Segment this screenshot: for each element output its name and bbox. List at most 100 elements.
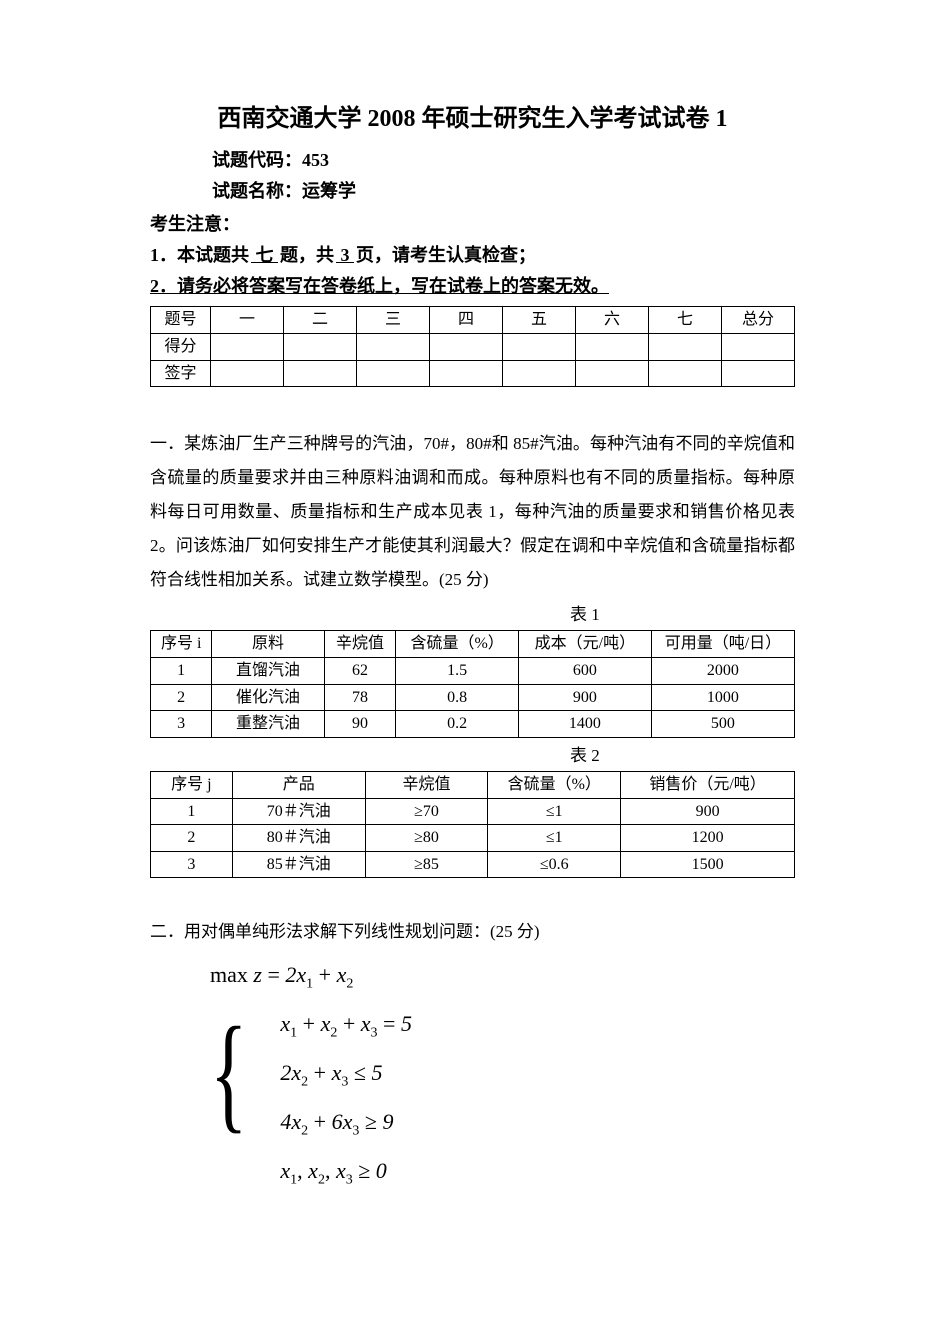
table1-header: 原料: [212, 631, 324, 658]
score-col: 一: [211, 307, 284, 334]
score-cell: [576, 360, 649, 387]
table1-cell: 1000: [651, 684, 794, 711]
score-row-header: 题号: [151, 307, 211, 334]
table1-cell: 直馏汽油: [212, 657, 324, 684]
table2-cell: ≤1: [488, 825, 621, 852]
constraint-3: 4x2 + 6x3 ≥ 9: [280, 1104, 412, 1143]
table2-header: 含硫量（%）: [488, 771, 621, 798]
score-cell: [357, 360, 430, 387]
table2-header: 销售价（元/吨）: [621, 771, 795, 798]
notice1-prefix: 1．本试题共: [150, 245, 249, 265]
table2-cell: ≥80: [365, 825, 488, 852]
math-block: max z = 2x1 + x2 { x1 + x2 + x3 = 5 2x2 …: [150, 957, 795, 1201]
table2-cell: 80＃汽油: [232, 825, 365, 852]
table2-header: 产品: [232, 771, 365, 798]
constraint-4: x1, x2, x3 ≥ 0: [280, 1153, 412, 1192]
score-cell: [649, 333, 722, 360]
score-col: 二: [284, 307, 357, 334]
score-row-header: 得分: [151, 333, 211, 360]
notice1-pages-count: 3: [334, 245, 356, 265]
table1-header: 可用量（吨/日）: [651, 631, 794, 658]
table2-cell: ≥85: [365, 851, 488, 878]
notice2-bold: 答卷纸: [321, 276, 375, 296]
score-table: 题号 一 二 三 四 五 六 七 总分 得分 签字: [150, 306, 795, 387]
score-cell: [503, 360, 576, 387]
table1: 序号 i 原料 辛烷值 含硫量（%） 成本（元/吨） 可用量（吨/日） 1 直馏…: [150, 630, 795, 737]
table2-cell: 1500: [621, 851, 795, 878]
notice1-questions-count: 七: [249, 245, 280, 265]
table-row: 序号 j 产品 辛烷值 含硫量（%） 销售价（元/吨）: [151, 771, 795, 798]
table2-header: 辛烷值: [365, 771, 488, 798]
table2-cell: 70＃汽油: [232, 798, 365, 825]
table2-cell: ≥70: [365, 798, 488, 825]
score-cell: [503, 333, 576, 360]
score-col: 五: [503, 307, 576, 334]
table1-cell: 重整汽油: [212, 711, 324, 738]
table2-cell: 85＃汽油: [232, 851, 365, 878]
score-col: 总分: [722, 307, 795, 334]
table1-cell: 62: [324, 657, 396, 684]
score-cell: [722, 333, 795, 360]
table1-cell: 90: [324, 711, 396, 738]
question-2-text: 二．用对偶单纯形法求解下列线性规划问题：(25 分): [150, 918, 795, 945]
score-table-sign-row: 签字: [151, 360, 795, 387]
notice1-suffix: 页，请考生认真检查；: [356, 245, 536, 265]
table2: 序号 j 产品 辛烷值 含硫量（%） 销售价（元/吨） 1 70＃汽油 ≥70 …: [150, 771, 795, 878]
table2-header: 序号 j: [151, 771, 233, 798]
table2-cell: 900: [621, 798, 795, 825]
table1-cell: 0.8: [396, 684, 519, 711]
table1-header: 辛烷值: [324, 631, 396, 658]
table-row: 1 直馏汽油 62 1.5 600 2000: [151, 657, 795, 684]
question-1-text: 一．某炼油厂生产三种牌号的汽油，70#，80#和 85#汽油。每种汽油有不同的辛…: [150, 427, 795, 597]
score-row-header: 签字: [151, 360, 211, 387]
constraint-1: x1 + x2 + x3 = 5: [280, 1006, 412, 1045]
table1-cell: 1400: [518, 711, 651, 738]
table2-cell: 1200: [621, 825, 795, 852]
table-row: 3 85＃汽油 ≥85 ≤0.6 1500: [151, 851, 795, 878]
score-cell: [576, 333, 649, 360]
table2-cell: 3: [151, 851, 233, 878]
score-col: 三: [357, 307, 430, 334]
table1-cell: 2: [151, 684, 212, 711]
table1-cell: 1: [151, 657, 212, 684]
score-cell: [430, 360, 503, 387]
table2-cell: ≤1: [488, 798, 621, 825]
objective-function: max z = 2x1 + x2: [210, 957, 795, 996]
table2-cell: 2: [151, 825, 233, 852]
score-col: 四: [430, 307, 503, 334]
constraint-2: 2x2 + x3 ≤ 5: [280, 1055, 412, 1094]
exam-name-line: 试题名称：运筹学: [150, 177, 795, 206]
table-row: 序号 i 原料 辛烷值 含硫量（%） 成本（元/吨） 可用量（吨/日）: [151, 631, 795, 658]
score-cell: [211, 360, 284, 387]
table1-header: 序号 i: [151, 631, 212, 658]
constraint-block: { x1 + x2 + x3 = 5 2x2 + x3 ≤ 5 4x2 + 6x…: [210, 1006, 795, 1201]
score-cell: [722, 360, 795, 387]
table-row: 3 重整汽油 90 0.2 1400 500: [151, 711, 795, 738]
table1-header: 成本（元/吨）: [518, 631, 651, 658]
table-row: 2 80＃汽油 ≥80 ≤1 1200: [151, 825, 795, 852]
brace-icon: {: [210, 1006, 247, 1201]
score-table-score-row: 得分: [151, 333, 795, 360]
score-col: 七: [649, 307, 722, 334]
notice2-suffix: 上，写在试卷上的答案无效。: [375, 276, 609, 296]
score-cell: [211, 333, 284, 360]
notice1-mid: 题，共: [280, 245, 334, 265]
notice-label: 考生注意：: [150, 210, 795, 239]
notice2-prefix: 2．请务必将答案写在: [150, 276, 321, 296]
score-table-header-row: 题号 一 二 三 四 五 六 七 总分: [151, 307, 795, 334]
score-cell: [284, 360, 357, 387]
score-col: 六: [576, 307, 649, 334]
score-cell: [284, 333, 357, 360]
score-cell: [357, 333, 430, 360]
constraints: x1 + x2 + x3 = 5 2x2 + x3 ≤ 5 4x2 + 6x3 …: [280, 1006, 412, 1201]
table1-cell: 0.2: [396, 711, 519, 738]
notice-line-1: 1．本试题共 七 题，共 3 页，请考生认真检查；: [150, 241, 795, 270]
table2-cell: 1: [151, 798, 233, 825]
notice-line-2: 2．请务必将答案写在答卷纸上，写在试卷上的答案无效。: [150, 272, 795, 301]
score-cell: [649, 360, 722, 387]
table1-cell: 900: [518, 684, 651, 711]
table1-cell: 3: [151, 711, 212, 738]
table1-cell: 78: [324, 684, 396, 711]
page-title: 西南交通大学 2008 年硕士研究生入学考试试卷 1: [150, 100, 795, 138]
exam-code-line: 试题代码：453: [150, 146, 795, 175]
